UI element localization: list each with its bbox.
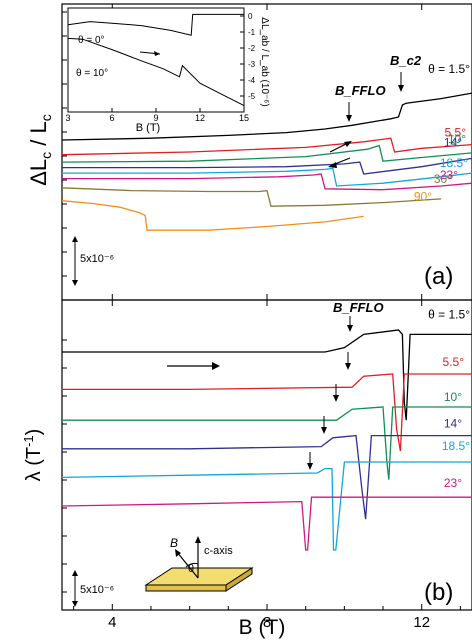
series-label-0: θ = 1.5° <box>428 307 470 321</box>
inset-series-line-1 <box>67 37 245 107</box>
series-line-1 <box>61 137 472 156</box>
inset-x-tick-1: 6 <box>109 113 114 123</box>
arrowhead-bc2 <box>398 85 404 92</box>
inset-ticks: 3 6 9 12 15 0 -1 -2 -3 -4 -5 <box>65 12 255 123</box>
inset-y-label: ΔL_ab / L_ab (10⁻⁶) <box>259 17 270 106</box>
inset-y-tick-5: -5 <box>248 92 256 101</box>
inset-y-tick-4: -4 <box>248 76 256 85</box>
x-tick-0: 4 <box>108 614 116 631</box>
panel-a-label: (a) <box>424 263 453 290</box>
sweep-arrow-b <box>167 362 220 370</box>
inset-y-tick-1: -1 <box>248 28 256 37</box>
series-label-0: θ = 1.5° <box>428 62 470 76</box>
series-label-5: 23° <box>440 168 458 182</box>
panel-b-frame <box>61 299 472 611</box>
inset-x-tick-3: 12 <box>195 113 205 123</box>
series-line-7 <box>61 200 364 231</box>
inset-x-tick-4: 15 <box>239 113 249 123</box>
series-label-2: 10° <box>448 132 466 146</box>
series-label-4: 18.5° <box>442 439 470 453</box>
scale-bar-a-label: 5x10⁻⁶ <box>80 253 114 265</box>
series-line-3 <box>62 434 472 520</box>
series-label-1: 5.5° <box>445 126 467 140</box>
inset-series-line-0 <box>67 13 244 36</box>
scale-bar-b <box>72 570 78 607</box>
inset-y-tick-3: -3 <box>248 60 256 69</box>
sweep-arrows-a <box>328 141 352 168</box>
series-line-0 <box>61 92 472 141</box>
series-line-2 <box>61 144 472 163</box>
inset-arrow <box>139 51 161 56</box>
scale-bar-a <box>72 236 78 286</box>
x-axis-label: B (T) <box>239 616 286 639</box>
series-line-1 <box>62 373 472 452</box>
series-line-5 <box>61 496 472 551</box>
annotation-bfflo-b: B_FFLO <box>333 300 384 315</box>
panel-b-series: θ = 1.5° 5.5° 10° 14° 18.5° 23° <box>61 307 472 551</box>
series-line-2 <box>62 406 472 480</box>
series-line-3 <box>62 157 472 175</box>
theta-label: θ <box>188 563 194 575</box>
scale-bar-b-label: 5x10⁻⁶ <box>80 584 114 596</box>
b-vector-label: B <box>170 536 178 550</box>
series-label-1: 5.5° <box>443 355 465 369</box>
arrowhead-bfflo-b <box>347 325 353 332</box>
inset-legend-theta10: θ = 10° <box>76 68 108 79</box>
c-axis-label: c-axis <box>204 545 233 557</box>
annotation-bc2: B_c2 <box>390 53 422 68</box>
onset-arrows-b <box>307 352 351 470</box>
x-tick-2: 12 <box>413 614 430 631</box>
series-label-2: 10° <box>444 390 462 404</box>
series-label-5: 23° <box>444 476 462 490</box>
series-line-5 <box>62 173 472 191</box>
series-line-0 <box>62 329 472 421</box>
inset-x-tick-0: 3 <box>65 113 70 123</box>
x-ticks: 4 8 12 <box>62 4 461 631</box>
annotation-bfflo-a: B_FFLO <box>335 83 386 98</box>
inset-series <box>67 13 245 107</box>
series-label-6: 30° <box>434 172 452 186</box>
inset-y-tick-2: -2 <box>248 44 256 53</box>
inset-y-tick-0: 0 <box>248 12 253 21</box>
series-label-7: 90° <box>414 189 432 203</box>
series-line-4 <box>62 167 472 187</box>
panel-b-y-label: λ (T-1) <box>21 429 45 482</box>
series-line-4 <box>61 461 472 551</box>
inset-frame <box>67 7 245 113</box>
series-label-3: 14° <box>444 417 462 431</box>
panel-b-label: (b) <box>424 579 453 606</box>
series-label-3: 14° <box>444 135 462 149</box>
inset-x-tick-2: 9 <box>153 113 158 123</box>
series-label-4: 18.5° <box>440 156 468 170</box>
sample-schematic <box>144 536 254 592</box>
panel-a-y-label: ΔLc / Lc <box>26 114 54 186</box>
inset-x-label: B (T) <box>136 122 160 134</box>
inset-legend-theta0: θ = 0° <box>78 35 105 46</box>
x-tick-1: 8 <box>263 614 271 631</box>
arrowhead-bfflo-a <box>346 115 352 122</box>
series-line-6 <box>61 187 442 207</box>
panel-a-series: θ = 1.5° 5.5°10°14° 18.5°23°30°90° <box>61 62 472 231</box>
